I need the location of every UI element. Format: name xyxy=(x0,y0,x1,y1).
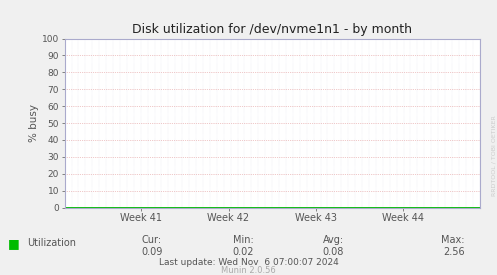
Text: Avg:: Avg: xyxy=(323,235,343,245)
Title: Disk utilization for /dev/nvme1n1 - by month: Disk utilization for /dev/nvme1n1 - by m… xyxy=(132,23,412,36)
Y-axis label: % busy: % busy xyxy=(29,104,39,142)
Text: Utilization: Utilization xyxy=(27,238,77,248)
Text: Munin 2.0.56: Munin 2.0.56 xyxy=(221,266,276,275)
Text: Last update: Wed Nov  6 07:00:07 2024: Last update: Wed Nov 6 07:00:07 2024 xyxy=(159,258,338,266)
Text: Max:: Max: xyxy=(441,235,465,245)
Text: 0.02: 0.02 xyxy=(233,247,254,257)
Text: ■: ■ xyxy=(7,237,19,250)
Text: 0.08: 0.08 xyxy=(322,247,344,257)
Text: Cur:: Cur: xyxy=(142,235,162,245)
Text: RRDTOOL / TOBI OETIKER: RRDTOOL / TOBI OETIKER xyxy=(491,116,496,196)
Text: 2.56: 2.56 xyxy=(443,247,465,257)
Text: 0.09: 0.09 xyxy=(141,247,163,257)
Text: Min:: Min: xyxy=(233,235,254,245)
